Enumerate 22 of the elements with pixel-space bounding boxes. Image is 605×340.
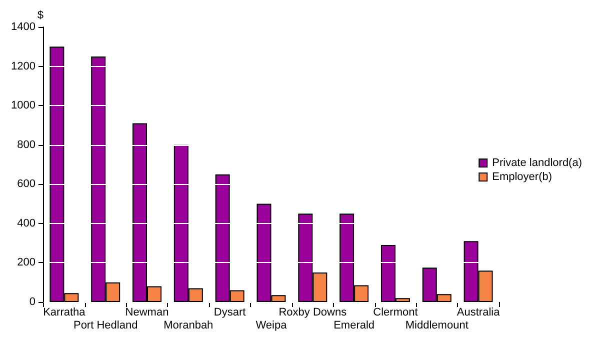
x-tick-label: Clermont bbox=[373, 306, 418, 318]
legend-label: Private landlord(a) bbox=[492, 157, 582, 169]
y-tick-label: 800 bbox=[17, 138, 36, 151]
y-tick-label: 1200 bbox=[10, 60, 36, 72]
y-tick-label: 400 bbox=[17, 217, 36, 230]
y-tick-label: 0 bbox=[29, 296, 36, 308]
x-tick-label: Roxby Downs bbox=[278, 306, 348, 318]
x-tick-label: Emerald bbox=[334, 320, 375, 332]
x-tick-label: Australia bbox=[456, 306, 501, 318]
x-tick-label: Karratha bbox=[43, 306, 86, 318]
y-tick-label: 200 bbox=[17, 256, 36, 269]
x-tick-label: Weipa bbox=[256, 320, 288, 332]
x-tick-label: Dysart bbox=[214, 306, 246, 318]
y-axis-title: $ bbox=[37, 10, 44, 22]
x-tick-label: Port Hedland bbox=[73, 320, 138, 332]
legend-label: Employer(b) bbox=[492, 171, 552, 183]
y-tick-label: 1000 bbox=[10, 100, 36, 112]
x-tick-label: Newman bbox=[125, 306, 169, 318]
y-tick-label: 600 bbox=[17, 178, 36, 190]
x-tick-label: Moranbah bbox=[164, 320, 214, 332]
y-tick-label: 1400 bbox=[10, 21, 36, 33]
x-tick-label: Middlemount bbox=[405, 320, 468, 332]
